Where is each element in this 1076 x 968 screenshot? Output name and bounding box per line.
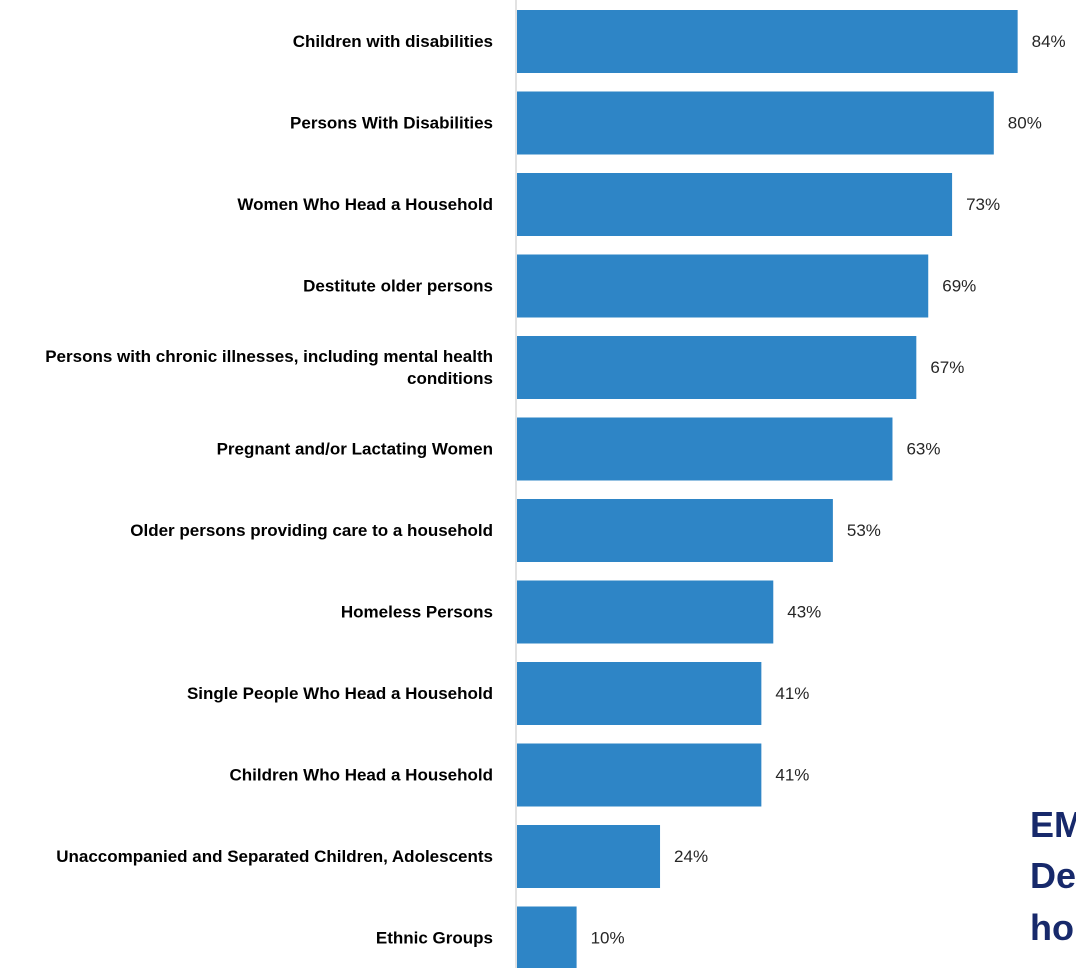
bar bbox=[517, 417, 893, 481]
data-label: 41% bbox=[775, 684, 809, 703]
overlay-text-line-2: De bbox=[1030, 855, 1076, 896]
bar bbox=[517, 580, 774, 644]
category-label: Pregnant and/or Lactating Women bbox=[217, 440, 493, 459]
overlay-text-line-3: ho bbox=[1030, 907, 1074, 948]
category-label: Persons with chronic illnesses, includin… bbox=[45, 347, 493, 388]
bar bbox=[517, 10, 1018, 73]
bar bbox=[517, 254, 929, 318]
category-label: Ethnic Groups bbox=[376, 929, 493, 948]
category-label: Homeless Persons bbox=[341, 603, 493, 622]
data-label: 73% bbox=[966, 195, 1000, 214]
data-label: 43% bbox=[787, 603, 821, 622]
bar bbox=[517, 906, 577, 968]
data-label: 53% bbox=[847, 521, 881, 540]
bar bbox=[517, 173, 953, 236]
data-label: 67% bbox=[930, 358, 964, 377]
category-label: Children Who Head a Household bbox=[229, 766, 493, 785]
data-label: 80% bbox=[1008, 114, 1042, 133]
category-label: Destitute older persons bbox=[303, 277, 493, 296]
data-label: 63% bbox=[906, 440, 940, 459]
bar bbox=[517, 499, 833, 562]
category-label: Children with disabilities bbox=[293, 32, 493, 51]
bar bbox=[517, 743, 762, 807]
data-label: 10% bbox=[591, 929, 625, 948]
overlay-text-line-1: EM bbox=[1030, 804, 1076, 845]
data-label: 24% bbox=[674, 847, 708, 866]
bar bbox=[517, 662, 762, 725]
data-label: 41% bbox=[775, 766, 809, 785]
data-label: 69% bbox=[942, 277, 976, 296]
bar bbox=[517, 336, 917, 399]
data-label: 84% bbox=[1032, 32, 1066, 51]
bar bbox=[517, 91, 994, 155]
category-label: Single People Who Head a Household bbox=[187, 684, 493, 703]
category-label: Women Who Head a Household bbox=[237, 195, 493, 214]
category-label: Older persons providing care to a househ… bbox=[130, 521, 493, 540]
category-label: Persons With Disabilities bbox=[290, 114, 493, 133]
bar bbox=[517, 825, 661, 888]
category-label: Unaccompanied and Separated Children, Ad… bbox=[56, 847, 493, 866]
